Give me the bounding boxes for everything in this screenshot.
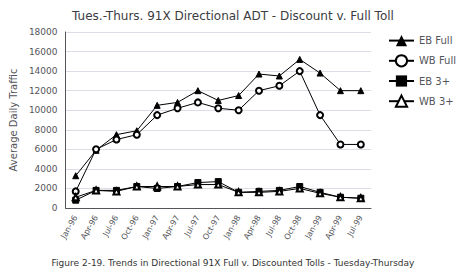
svg-text:Oct-97: Oct-97: [201, 214, 222, 242]
svg-text:Apr-99: Apr-99: [323, 214, 344, 241]
svg-text:10000: 10000: [29, 105, 58, 115]
svg-text:16000: 16000: [29, 47, 58, 57]
svg-text:4000: 4000: [35, 164, 58, 174]
svg-text:Apr-98: Apr-98: [242, 214, 263, 241]
svg-text:Jan-96: Jan-96: [59, 214, 80, 241]
svg-text:Jul-97: Jul-97: [182, 214, 202, 239]
svg-text:WB 3+: WB 3+: [419, 96, 454, 107]
svg-text:EB 3+: EB 3+: [419, 76, 450, 87]
svg-text:Jan-99: Jan-99: [303, 214, 324, 241]
svg-text:18000: 18000: [29, 27, 58, 37]
svg-text:6000: 6000: [35, 144, 58, 154]
svg-text:Jul-96: Jul-96: [101, 214, 121, 239]
svg-text:Jan-98: Jan-98: [222, 214, 243, 241]
svg-text:8000: 8000: [35, 125, 58, 135]
svg-text:0: 0: [52, 203, 58, 213]
svg-text:Average Daily Traffic: Average Daily Traffic: [8, 69, 19, 172]
svg-text:Apr-96: Apr-96: [79, 214, 100, 241]
svg-text:12000: 12000: [29, 86, 58, 96]
svg-text:Oct-96: Oct-96: [119, 214, 140, 242]
svg-text:Jan-97: Jan-97: [140, 214, 161, 241]
svg-text:14000: 14000: [29, 66, 58, 76]
svg-text:Jul-98: Jul-98: [264, 214, 284, 239]
svg-text:Apr-97: Apr-97: [160, 214, 181, 241]
svg-text:EB Full: EB Full: [419, 35, 452, 46]
svg-text:WB Full: WB Full: [419, 55, 456, 66]
svg-text:Figure 2-19. Trends in Directi: Figure 2-19. Trends in Directional 91X F…: [52, 258, 416, 268]
svg-text:2000: 2000: [35, 183, 58, 193]
svg-text:Jul-99: Jul-99: [345, 214, 365, 239]
svg-text:Tues.-Thurs. 91X Directional A: Tues.-Thurs. 91X Directional ADT - Disco…: [71, 9, 394, 23]
svg-text:Oct-98: Oct-98: [282, 214, 303, 242]
